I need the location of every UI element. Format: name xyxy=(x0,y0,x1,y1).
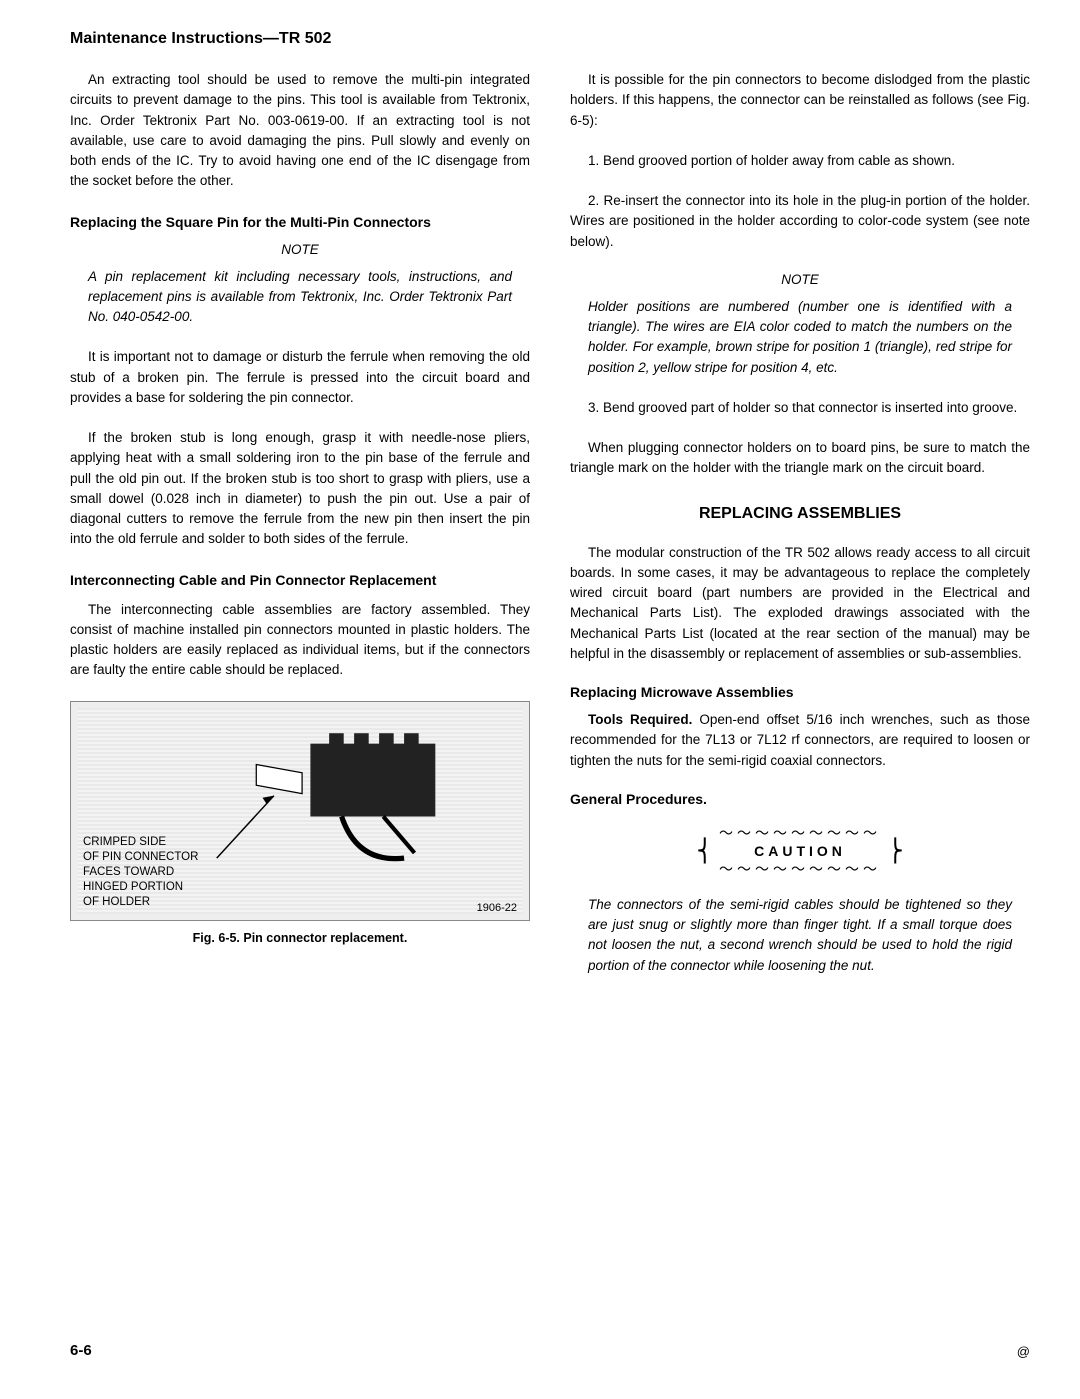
caution-body: The connectors of the semi-rigid cables … xyxy=(588,895,1012,976)
para: It is possible for the pin connectors to… xyxy=(570,70,1030,131)
note-label: NOTE xyxy=(570,272,1030,287)
page-title: Maintenance Instructions—TR 502 xyxy=(70,30,1030,48)
note-body: A pin replacement kit including necessar… xyxy=(88,267,512,328)
para: An extracting tool should be used to rem… xyxy=(70,70,530,192)
figure-number: 1906-22 xyxy=(477,902,517,914)
list-item: 1. Bend grooved portion of holder away f… xyxy=(570,151,1030,171)
caution-close-bracket-icon: ⎬ xyxy=(887,838,904,864)
left-column: An extracting tool should be used to rem… xyxy=(70,70,530,976)
section-heading: Interconnecting Cable and Pin Connector … xyxy=(70,572,530,588)
figure-caption: Fig. 6-5. Pin connector replacement. xyxy=(70,931,530,945)
run-in-label: Tools Required. xyxy=(588,712,692,727)
para: When plugging connector holders on to bo… xyxy=(570,438,1030,479)
page-number: 6-6 xyxy=(70,1342,92,1359)
content-columns: An extracting tool should be used to rem… xyxy=(70,70,1030,976)
figure-6-5: CRIMPED SIDE OF PIN CONNECTOR FACES TOWA… xyxy=(70,701,530,921)
caution-border-icon: 〜〜〜〜〜〜〜〜〜 xyxy=(719,823,881,843)
page-mark: @ xyxy=(1017,1344,1030,1359)
caution-open-bracket-icon: ⎨ xyxy=(697,838,714,864)
list-item: 2. Re-insert the connector into its hole… xyxy=(570,191,1030,252)
list-item: 3. Bend grooved part of holder so that c… xyxy=(570,398,1030,418)
subsection-heading: General Procedures. xyxy=(570,791,1030,807)
para: It is important not to damage or disturb… xyxy=(70,347,530,408)
figure-label: CRIMPED SIDE OF PIN CONNECTOR FACES TOWA… xyxy=(83,835,198,910)
subsection-heading: Replacing Microwave Assemblies xyxy=(570,684,1030,700)
section-heading: Replacing the Square Pin for the Multi-P… xyxy=(70,214,530,230)
note-body: Holder positions are numbered (number on… xyxy=(588,297,1012,378)
caution-border-icon: 〜〜〜〜〜〜〜〜〜 xyxy=(719,859,881,879)
section-heading: REPLACING ASSEMBLIES xyxy=(570,505,1030,523)
caution-label: CAUTION xyxy=(719,843,881,859)
para: Tools Required. Open-end offset 5/16 inc… xyxy=(570,710,1030,771)
caution-box: ⎨ 〜〜〜〜〜〜〜〜〜 CAUTION 〜〜〜〜〜〜〜〜〜 ⎬ xyxy=(570,823,1030,879)
para: If the broken stub is long enough, grasp… xyxy=(70,428,530,550)
note-label: NOTE xyxy=(70,242,530,257)
para: The interconnecting cable assemblies are… xyxy=(70,600,530,681)
para: The modular construction of the TR 502 a… xyxy=(570,543,1030,665)
right-column: It is possible for the pin connectors to… xyxy=(570,70,1030,976)
